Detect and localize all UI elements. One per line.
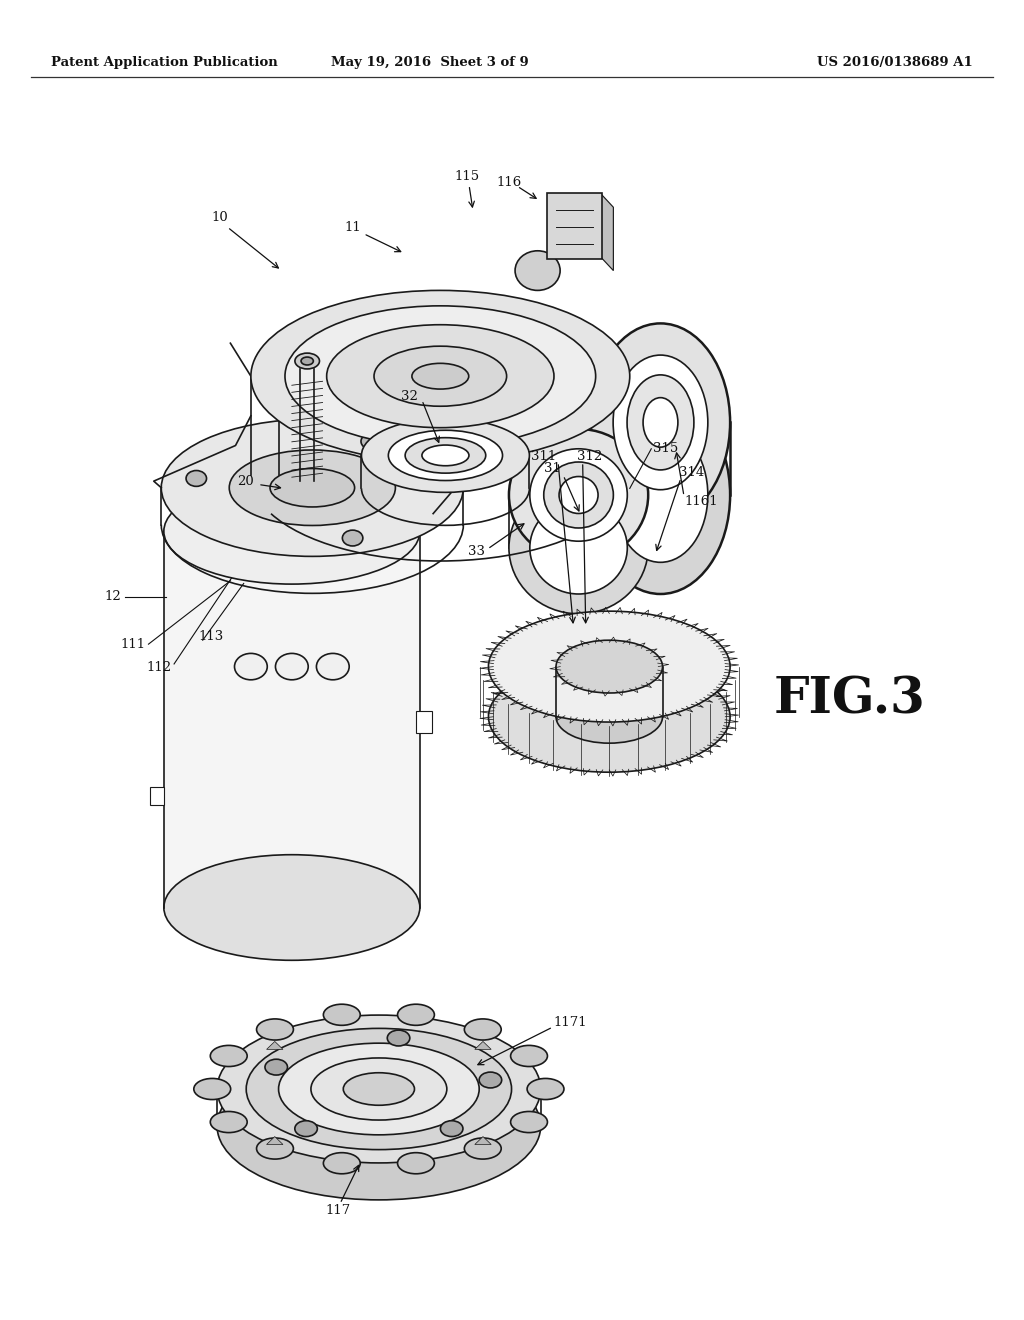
Ellipse shape — [397, 1005, 434, 1026]
Ellipse shape — [257, 1138, 294, 1159]
FancyBboxPatch shape — [547, 193, 602, 259]
Ellipse shape — [422, 445, 469, 466]
Text: Patent Application Publication: Patent Application Publication — [51, 55, 278, 69]
Ellipse shape — [361, 418, 529, 492]
Text: 11: 11 — [345, 220, 361, 234]
Ellipse shape — [301, 356, 313, 364]
Ellipse shape — [210, 1045, 247, 1067]
Text: 31: 31 — [545, 462, 561, 475]
Text: US 2016/0138689 A1: US 2016/0138689 A1 — [817, 55, 973, 69]
Ellipse shape — [643, 397, 678, 447]
Ellipse shape — [324, 1152, 360, 1173]
Ellipse shape — [464, 1019, 501, 1040]
FancyBboxPatch shape — [150, 787, 164, 805]
Ellipse shape — [217, 1052, 541, 1200]
Ellipse shape — [388, 430, 503, 480]
Text: May 19, 2016  Sheet 3 of 9: May 19, 2016 Sheet 3 of 9 — [331, 55, 529, 69]
Ellipse shape — [316, 653, 349, 680]
Text: 112: 112 — [146, 661, 172, 675]
Polygon shape — [266, 1041, 283, 1049]
Ellipse shape — [279, 1043, 479, 1135]
Text: 32: 32 — [401, 389, 418, 403]
Ellipse shape — [464, 1138, 501, 1159]
FancyBboxPatch shape — [416, 711, 432, 733]
Text: 1161: 1161 — [684, 495, 718, 508]
Ellipse shape — [234, 653, 267, 680]
Text: 314: 314 — [679, 466, 705, 479]
Ellipse shape — [229, 450, 395, 525]
Ellipse shape — [511, 1111, 548, 1133]
Ellipse shape — [295, 354, 319, 370]
Text: 311: 311 — [530, 450, 556, 463]
Ellipse shape — [327, 325, 554, 428]
Ellipse shape — [285, 306, 596, 446]
Ellipse shape — [246, 1028, 512, 1150]
Ellipse shape — [613, 355, 708, 490]
Ellipse shape — [186, 470, 207, 486]
Text: 312: 312 — [577, 450, 602, 463]
Text: 33: 33 — [468, 545, 485, 558]
Ellipse shape — [556, 690, 663, 743]
Ellipse shape — [591, 323, 730, 521]
Ellipse shape — [406, 438, 485, 473]
Polygon shape — [475, 1041, 492, 1049]
Ellipse shape — [295, 1121, 317, 1137]
Ellipse shape — [210, 1111, 247, 1133]
Ellipse shape — [556, 640, 663, 693]
Text: 315: 315 — [653, 442, 679, 455]
Ellipse shape — [164, 479, 420, 583]
Ellipse shape — [544, 462, 613, 528]
Ellipse shape — [509, 482, 648, 614]
Ellipse shape — [511, 1045, 548, 1067]
Text: 12: 12 — [104, 590, 121, 603]
Ellipse shape — [412, 363, 469, 389]
Ellipse shape — [527, 1078, 564, 1100]
Ellipse shape — [275, 653, 308, 680]
Ellipse shape — [374, 346, 507, 407]
Ellipse shape — [515, 251, 560, 290]
Text: 111: 111 — [120, 638, 145, 651]
Ellipse shape — [529, 502, 628, 594]
Text: 10: 10 — [212, 211, 228, 224]
Ellipse shape — [217, 1015, 541, 1163]
Ellipse shape — [194, 1078, 230, 1100]
Text: FIG.3: FIG.3 — [774, 675, 926, 725]
Ellipse shape — [164, 855, 420, 961]
Polygon shape — [601, 194, 613, 271]
Text: 1171: 1171 — [553, 1016, 587, 1030]
Ellipse shape — [342, 531, 362, 546]
Ellipse shape — [488, 661, 730, 772]
Text: 116: 116 — [497, 176, 521, 189]
Ellipse shape — [488, 611, 730, 722]
Ellipse shape — [265, 1059, 288, 1074]
Text: 115: 115 — [455, 170, 479, 183]
Ellipse shape — [591, 396, 730, 594]
Ellipse shape — [509, 429, 648, 561]
Ellipse shape — [361, 433, 382, 449]
Ellipse shape — [397, 1152, 434, 1173]
Ellipse shape — [270, 469, 354, 507]
Polygon shape — [164, 531, 420, 908]
Ellipse shape — [627, 375, 694, 470]
Ellipse shape — [613, 428, 708, 562]
Text: 117: 117 — [326, 1204, 350, 1217]
Ellipse shape — [559, 477, 598, 513]
Ellipse shape — [161, 418, 463, 556]
Ellipse shape — [440, 1121, 463, 1137]
Text: 20: 20 — [238, 475, 254, 488]
Polygon shape — [475, 1137, 492, 1144]
Ellipse shape — [311, 1057, 446, 1121]
Ellipse shape — [479, 1072, 502, 1088]
Ellipse shape — [529, 449, 628, 541]
Text: 113: 113 — [199, 630, 224, 643]
Ellipse shape — [343, 1073, 415, 1105]
Polygon shape — [266, 1137, 283, 1144]
Ellipse shape — [324, 1005, 360, 1026]
Ellipse shape — [387, 1030, 410, 1045]
Ellipse shape — [251, 290, 630, 462]
Ellipse shape — [257, 1019, 294, 1040]
